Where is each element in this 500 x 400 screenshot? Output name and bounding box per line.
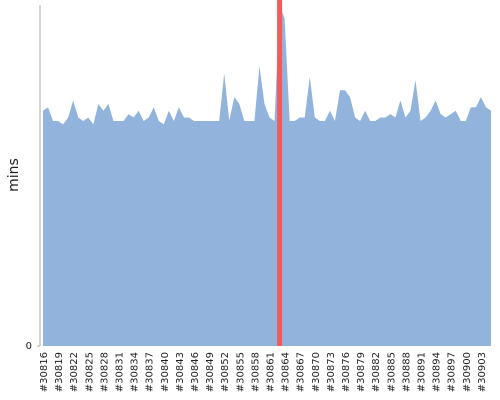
x-tick-label: #30843 — [175, 352, 186, 392]
x-tick-label: #30837 — [145, 352, 156, 392]
x-tick-label: #30828 — [99, 352, 110, 392]
x-tick-label: #30864 — [281, 352, 292, 392]
x-tick-label: #30855 — [235, 352, 246, 392]
x-tick-label: #30858 — [250, 352, 261, 392]
x-tick-label: #30831 — [115, 352, 126, 392]
area — [43, 5, 491, 346]
x-tick-label: #30822 — [69, 352, 80, 392]
x-tick-label: #30852 — [220, 352, 231, 392]
x-tick-label: #30861 — [266, 352, 277, 392]
x-tick-label: #30900 — [462, 352, 473, 392]
y-axis-label: mins — [6, 158, 22, 192]
x-tick-label: #30867 — [296, 352, 307, 392]
x-tick-label: #30873 — [326, 352, 337, 392]
x-tick-label: #30825 — [84, 352, 95, 392]
x-tick-label: #30816 — [39, 352, 50, 392]
x-tick-label: #30849 — [205, 352, 216, 392]
highlight-line — [277, 0, 283, 346]
x-tick-label: #30840 — [160, 352, 171, 392]
y-tick-label: 0 — [26, 341, 32, 352]
x-tick-label: #30885 — [386, 352, 397, 392]
x-tick-label: #30846 — [190, 352, 201, 392]
x-tick-label: #30888 — [401, 352, 412, 392]
x-tick-label: #30876 — [341, 352, 352, 392]
x-tick-label: #30834 — [130, 352, 141, 392]
x-tick-label: #30897 — [447, 352, 458, 392]
x-tick-label: #30879 — [356, 352, 367, 392]
x-tick-label: #30891 — [417, 352, 428, 392]
x-tick-label: #30882 — [371, 352, 382, 392]
x-tick-label: #30870 — [311, 352, 322, 392]
x-tick-label: #30894 — [432, 352, 443, 392]
x-tick-label: #30819 — [54, 352, 65, 392]
x-tick-label: #30903 — [477, 352, 488, 392]
